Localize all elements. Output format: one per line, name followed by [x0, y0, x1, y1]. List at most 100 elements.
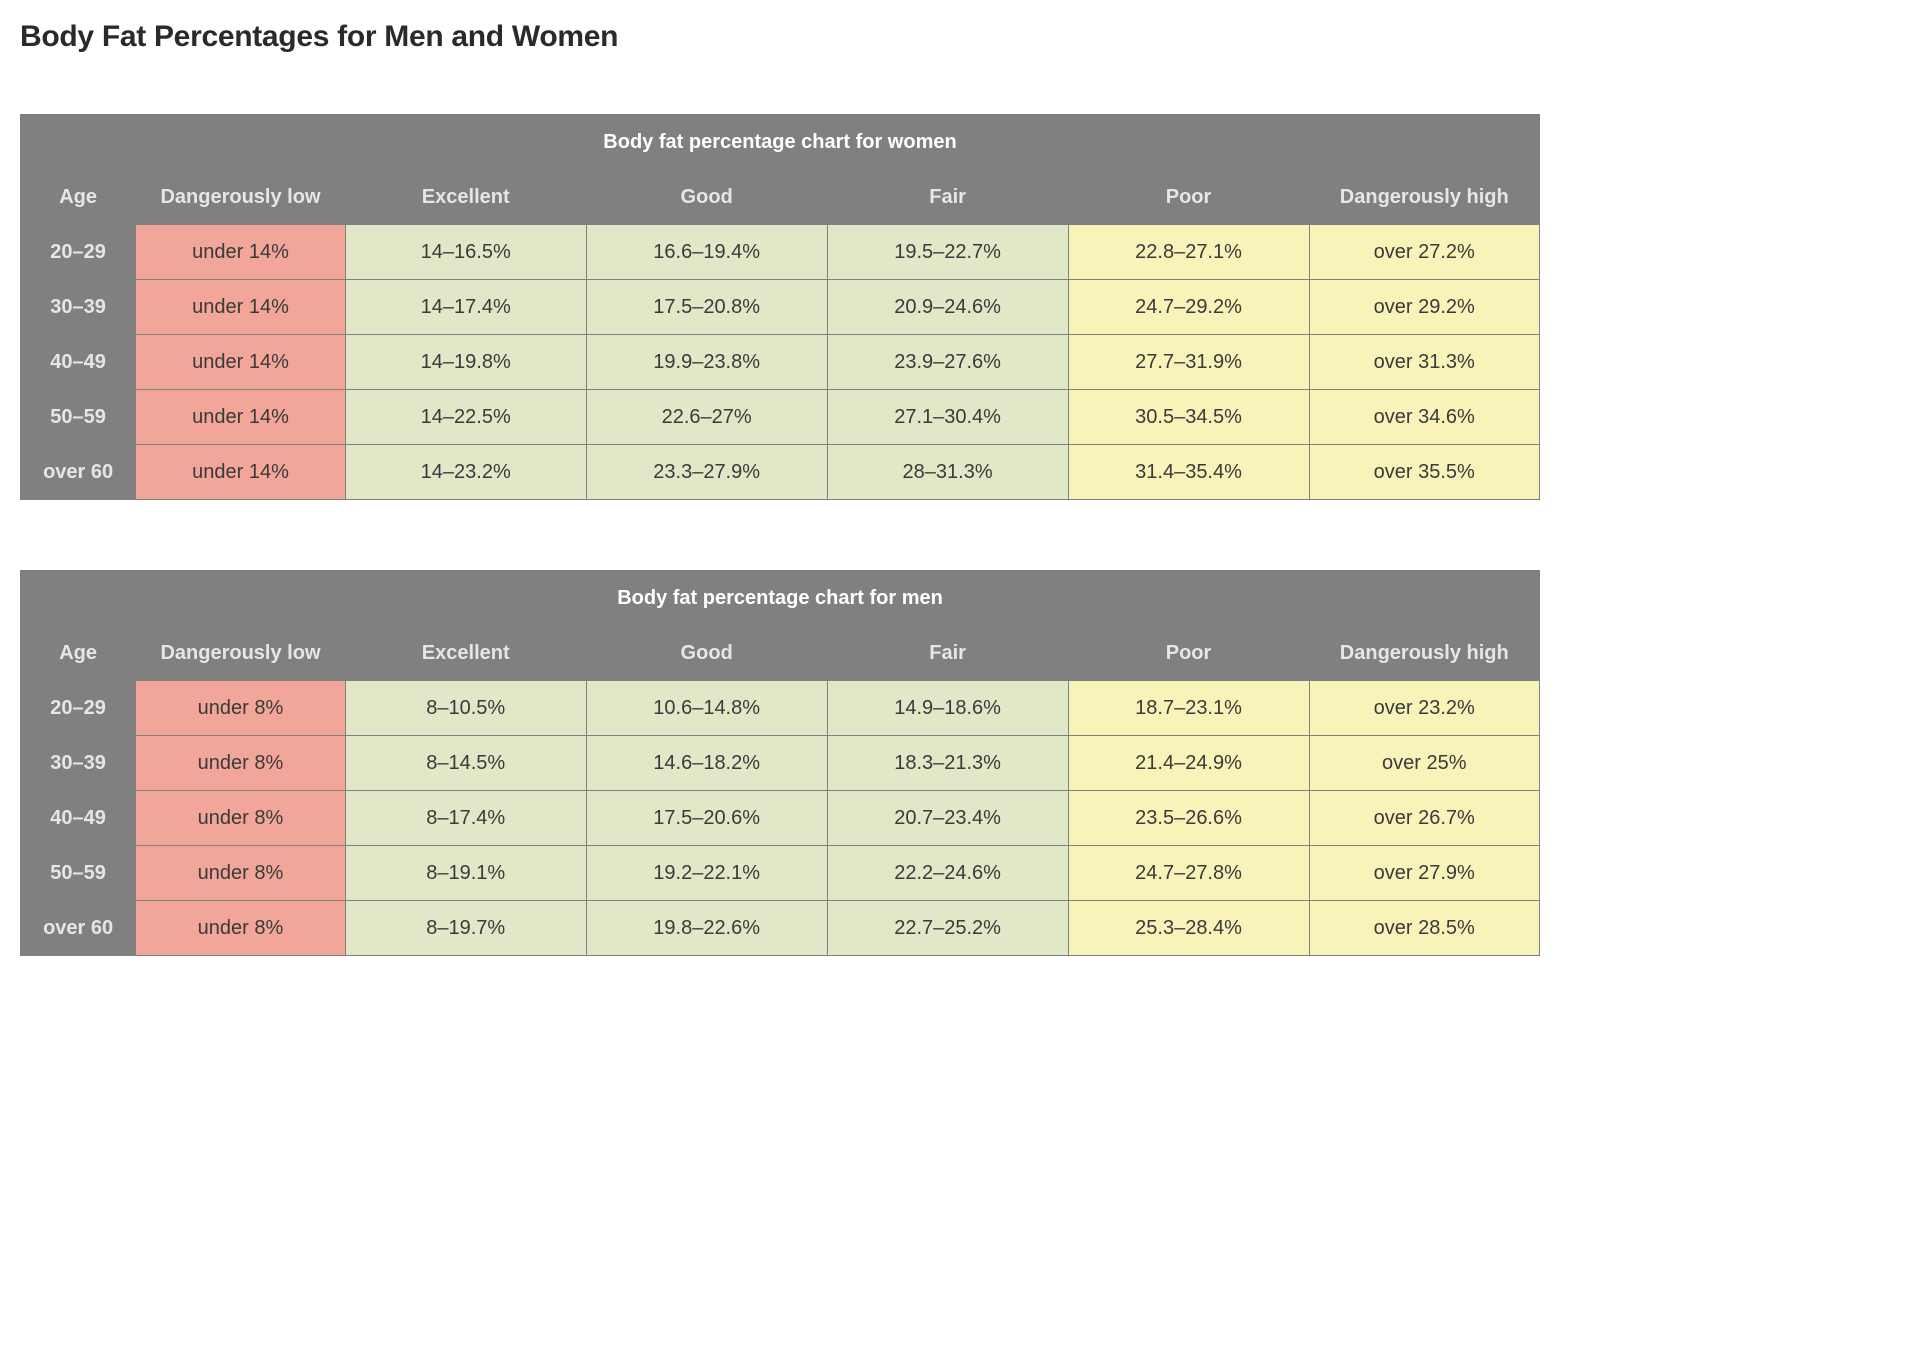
col-header-age: Age	[21, 170, 136, 225]
table-cell: 18.7–23.1%	[1068, 681, 1309, 736]
table-cell: 14–17.4%	[345, 280, 586, 335]
table-cell: 8–19.1%	[345, 846, 586, 901]
table-caption-row: Body fat percentage chart for men	[21, 571, 1540, 626]
row-header-age: over 60	[21, 445, 136, 500]
col-header-age: Age	[21, 626, 136, 681]
table-cell: 8–10.5%	[345, 681, 586, 736]
row-header-age: 50–59	[21, 846, 136, 901]
table-cell: 19.8–22.6%	[586, 901, 827, 956]
col-header-fair: Fair	[827, 170, 1068, 225]
table-cell: over 27.9%	[1309, 846, 1540, 901]
table-cell: over 35.5%	[1309, 445, 1540, 500]
row-header-age: 50–59	[21, 390, 136, 445]
table-cell: under 8%	[136, 736, 346, 791]
table-cell: 23.9–27.6%	[827, 335, 1068, 390]
table-row: 50–59under 14%14–22.5%22.6–27%27.1–30.4%…	[21, 390, 1540, 445]
table-cell: over 25%	[1309, 736, 1540, 791]
table-cell: 22.8–27.1%	[1068, 225, 1309, 280]
table-row: over 60under 8%8–19.7%19.8–22.6%22.7–25.…	[21, 901, 1540, 956]
body-fat-table-men: Body fat percentage chart for men Age Da…	[20, 570, 1540, 956]
table-header-row: Age Dangerously low Excellent Good Fair …	[21, 170, 1540, 225]
col-header-poor: Poor	[1068, 170, 1309, 225]
table-row: 30–39under 8%8–14.5%14.6–18.2%18.3–21.3%…	[21, 736, 1540, 791]
table-cell: over 34.6%	[1309, 390, 1540, 445]
col-header-dangerously-high: Dangerously high	[1309, 170, 1540, 225]
table-cell: over 29.2%	[1309, 280, 1540, 335]
col-header-excellent: Excellent	[345, 626, 586, 681]
table-cell: 22.6–27%	[586, 390, 827, 445]
col-header-dangerously-low: Dangerously low	[136, 170, 346, 225]
table-cell: over 26.7%	[1309, 791, 1540, 846]
col-header-dangerously-low: Dangerously low	[136, 626, 346, 681]
col-header-excellent: Excellent	[345, 170, 586, 225]
table-cell: 19.2–22.1%	[586, 846, 827, 901]
table-cell: under 14%	[136, 335, 346, 390]
col-header-fair: Fair	[827, 626, 1068, 681]
table-body: 20–29under 8%8–10.5%10.6–14.8%14.9–18.6%…	[21, 681, 1540, 956]
row-header-age: over 60	[21, 901, 136, 956]
table-cell: 19.9–23.8%	[586, 335, 827, 390]
table-cell: 14–16.5%	[345, 225, 586, 280]
table-cell: under 8%	[136, 791, 346, 846]
page-container: Body Fat Percentages for Men and Women B…	[0, 0, 1560, 1046]
table-cell: 23.3–27.9%	[586, 445, 827, 500]
col-header-poor: Poor	[1068, 626, 1309, 681]
table-cell: over 27.2%	[1309, 225, 1540, 280]
table-cell: under 8%	[136, 846, 346, 901]
row-header-age: 40–49	[21, 335, 136, 390]
table-cell: 14–19.8%	[345, 335, 586, 390]
table-cell: 20.7–23.4%	[827, 791, 1068, 846]
table-cell: 20.9–24.6%	[827, 280, 1068, 335]
table-cell: 10.6–14.8%	[586, 681, 827, 736]
col-header-dangerously-high: Dangerously high	[1309, 626, 1540, 681]
table-cell: over 28.5%	[1309, 901, 1540, 956]
table-row: over 60under 14%14–23.2%23.3–27.9%28–31.…	[21, 445, 1540, 500]
table-cell: 22.7–25.2%	[827, 901, 1068, 956]
table-caption: Body fat percentage chart for women	[21, 115, 1540, 170]
table-row: 20–29under 14%14–16.5%16.6–19.4%19.5–22.…	[21, 225, 1540, 280]
table-cell: under 14%	[136, 225, 346, 280]
table-cell: 25.3–28.4%	[1068, 901, 1309, 956]
table-cell: 18.3–21.3%	[827, 736, 1068, 791]
table-cell: 23.5–26.6%	[1068, 791, 1309, 846]
table-caption: Body fat percentage chart for men	[21, 571, 1540, 626]
table-cell: 14.9–18.6%	[827, 681, 1068, 736]
table-cell: 21.4–24.9%	[1068, 736, 1309, 791]
table-cell: over 31.3%	[1309, 335, 1540, 390]
table-row: 40–49under 8%8–17.4%17.5–20.6%20.7–23.4%…	[21, 791, 1540, 846]
body-fat-table-women: Body fat percentage chart for women Age …	[20, 114, 1540, 500]
table-caption-row: Body fat percentage chart for women	[21, 115, 1540, 170]
table-row: 30–39under 14%14–17.4%17.5–20.8%20.9–24.…	[21, 280, 1540, 335]
table-cell: 8–19.7%	[345, 901, 586, 956]
table-cell: 19.5–22.7%	[827, 225, 1068, 280]
table-cell: 27.7–31.9%	[1068, 335, 1309, 390]
table-cell: under 14%	[136, 445, 346, 500]
row-header-age: 40–49	[21, 791, 136, 846]
col-header-good: Good	[586, 170, 827, 225]
page-title: Body Fat Percentages for Men and Women	[20, 20, 1540, 54]
table-cell: 17.5–20.6%	[586, 791, 827, 846]
row-header-age: 20–29	[21, 681, 136, 736]
table-cell: 8–17.4%	[345, 791, 586, 846]
table-cell: 14–22.5%	[345, 390, 586, 445]
table-row: 20–29under 8%8–10.5%10.6–14.8%14.9–18.6%…	[21, 681, 1540, 736]
table-body: 20–29under 14%14–16.5%16.6–19.4%19.5–22.…	[21, 225, 1540, 500]
table-cell: over 23.2%	[1309, 681, 1540, 736]
table-cell: 28–31.3%	[827, 445, 1068, 500]
table-cell: 16.6–19.4%	[586, 225, 827, 280]
table-cell: under 8%	[136, 681, 346, 736]
table-cell: 24.7–29.2%	[1068, 280, 1309, 335]
table-cell: 27.1–30.4%	[827, 390, 1068, 445]
table-cell: 30.5–34.5%	[1068, 390, 1309, 445]
table-cell: 8–14.5%	[345, 736, 586, 791]
table-cell: 24.7–27.8%	[1068, 846, 1309, 901]
table-cell: under 14%	[136, 280, 346, 335]
table-header-row: Age Dangerously low Excellent Good Fair …	[21, 626, 1540, 681]
table-row: 40–49under 14%14–19.8%19.9–23.8%23.9–27.…	[21, 335, 1540, 390]
row-header-age: 20–29	[21, 225, 136, 280]
table-row: 50–59under 8%8–19.1%19.2–22.1%22.2–24.6%…	[21, 846, 1540, 901]
table-cell: under 14%	[136, 390, 346, 445]
row-header-age: 30–39	[21, 280, 136, 335]
col-header-good: Good	[586, 626, 827, 681]
table-cell: 31.4–35.4%	[1068, 445, 1309, 500]
